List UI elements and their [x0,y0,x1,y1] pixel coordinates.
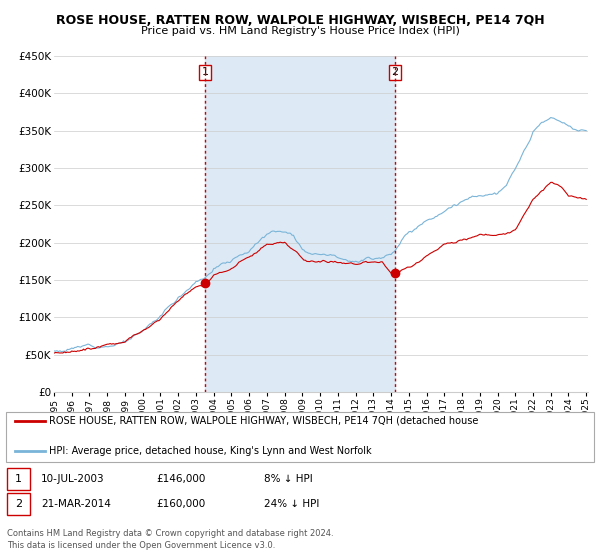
Text: 8% ↓ HPI: 8% ↓ HPI [264,474,313,484]
Text: 1: 1 [202,67,209,77]
Text: £146,000: £146,000 [156,474,205,484]
Text: 1: 1 [15,474,22,484]
Text: This data is licensed under the Open Government Licence v3.0.: This data is licensed under the Open Gov… [7,542,275,550]
Text: 10-JUL-2003: 10-JUL-2003 [41,474,104,484]
Bar [205,56,395,392]
Text: HPI: Average price, detached house, King's Lynn and West Norfolk: HPI: Average price, detached house, King… [49,446,372,456]
Text: 21-MAR-2014: 21-MAR-2014 [41,499,110,509]
Text: ROSE HOUSE, RATTEN ROW, WALPOLE HIGHWAY, WISBECH, PE14 7QH (detached house: ROSE HOUSE, RATTEN ROW, WALPOLE HIGHWAY,… [49,416,479,426]
Text: Contains HM Land Registry data © Crown copyright and database right 2024.: Contains HM Land Registry data © Crown c… [7,529,334,538]
Text: 2: 2 [391,67,398,77]
Text: ROSE HOUSE, RATTEN ROW, WALPOLE HIGHWAY, WISBECH, PE14 7QH: ROSE HOUSE, RATTEN ROW, WALPOLE HIGHWAY,… [56,14,544,27]
Text: 24% ↓ HPI: 24% ↓ HPI [264,499,319,509]
Text: £160,000: £160,000 [156,499,205,509]
Text: Price paid vs. HM Land Registry's House Price Index (HPI): Price paid vs. HM Land Registry's House … [140,26,460,36]
Text: 2: 2 [15,499,22,509]
